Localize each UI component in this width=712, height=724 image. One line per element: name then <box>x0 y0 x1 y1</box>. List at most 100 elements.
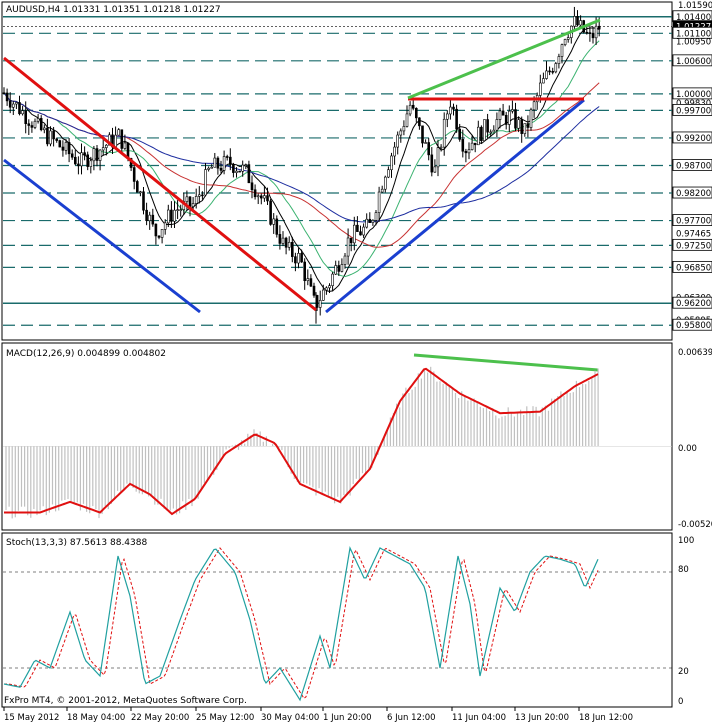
price-axis-top-label: 1.01590 <box>678 1 712 11</box>
candle-body <box>191 203 195 207</box>
candle <box>142 187 145 215</box>
candle-body <box>579 20 582 26</box>
candle-body <box>551 71 555 73</box>
candle <box>387 166 390 179</box>
candle-body <box>476 126 480 146</box>
stoch-pane-frame <box>1 532 673 708</box>
candle <box>337 260 341 276</box>
macd-tick-top: 0.00639 <box>678 348 712 358</box>
candle-body <box>321 289 325 301</box>
candle <box>210 164 213 169</box>
candle-body <box>464 150 468 154</box>
candle-body <box>176 209 179 211</box>
candle <box>514 102 517 132</box>
candle-body <box>411 104 415 109</box>
candle-body <box>554 63 558 73</box>
candle-body <box>377 191 381 213</box>
x-tick-label: 18 May 04:00 <box>67 713 125 723</box>
candle-body <box>588 32 592 34</box>
candle-body <box>281 237 285 244</box>
level-label: 0.99700 <box>676 106 711 116</box>
candle <box>334 260 338 276</box>
candle <box>312 282 316 298</box>
candle <box>464 148 468 163</box>
candle-body <box>250 182 254 191</box>
candle <box>573 6 576 31</box>
candle-body <box>408 104 412 115</box>
candle <box>30 121 34 133</box>
candle <box>176 200 179 219</box>
candle-body <box>46 127 49 145</box>
candle <box>576 10 579 27</box>
macd-signal-line <box>4 367 599 516</box>
price-title: AUDUSD,H4 1.01331 1.01351 1.01218 1.0122… <box>6 5 221 15</box>
x-tick-label: 11 Jun 04:00 <box>452 713 506 723</box>
candle-body <box>244 164 248 166</box>
candle <box>201 191 204 200</box>
candle-body <box>241 164 244 172</box>
candle-body <box>123 142 127 149</box>
stoch-tick-80: 80 <box>678 565 689 575</box>
x-tick-label: 30 May 04:00 <box>261 713 319 723</box>
candle-body <box>501 110 505 116</box>
candle-body <box>418 117 421 127</box>
candle-body <box>576 16 579 26</box>
candle <box>154 223 158 245</box>
candle-body <box>383 176 387 190</box>
candle-body <box>120 129 124 149</box>
candle-body <box>148 214 151 221</box>
candle-body <box>219 167 223 171</box>
candle <box>560 43 564 64</box>
level-label: 0.98700 <box>676 161 711 171</box>
down-trendline-red <box>3 56 317 312</box>
candle <box>303 258 307 290</box>
candle-body <box>514 109 517 129</box>
candle-body <box>259 195 263 199</box>
candle-body <box>424 142 427 144</box>
up-trendline-blue <box>325 98 585 314</box>
candle-body <box>532 101 536 111</box>
candle <box>309 274 313 287</box>
candle-body <box>269 200 272 225</box>
candle-body <box>179 209 182 211</box>
candle-body <box>229 156 232 165</box>
candle-body <box>167 209 170 224</box>
candle <box>393 141 396 165</box>
candle-body <box>591 32 595 39</box>
stoch-title: Stoch(13,3,3) 87.5613 88.4388 <box>6 538 147 548</box>
candle <box>80 143 83 175</box>
candle <box>523 123 527 137</box>
candle <box>83 146 86 161</box>
candle-body <box>12 103 15 108</box>
candle-body <box>371 220 375 223</box>
candle <box>352 216 356 251</box>
macd-divergence-line <box>413 353 599 372</box>
trendlines <box>3 18 601 314</box>
candle-body <box>117 129 120 136</box>
candle <box>36 113 40 124</box>
candle-body <box>216 157 220 169</box>
candle-body <box>275 218 279 235</box>
level-label-box <box>672 54 712 67</box>
candle <box>356 216 359 232</box>
candle <box>222 150 226 175</box>
candle <box>368 212 372 223</box>
candle-body <box>405 113 409 127</box>
candle-body <box>294 256 297 264</box>
candle <box>294 252 297 272</box>
candle-body <box>284 237 288 248</box>
candle <box>95 145 99 167</box>
candle <box>229 148 232 171</box>
candle-body <box>312 285 316 296</box>
candle-body <box>105 144 108 148</box>
candle-body <box>309 278 313 287</box>
candle <box>476 120 480 146</box>
candle-body <box>486 119 489 133</box>
candle <box>377 186 381 222</box>
candle <box>467 142 471 160</box>
candle <box>207 166 210 172</box>
candle-body <box>489 131 493 134</box>
candle <box>548 66 551 76</box>
candle <box>18 95 21 116</box>
candle <box>542 72 545 84</box>
